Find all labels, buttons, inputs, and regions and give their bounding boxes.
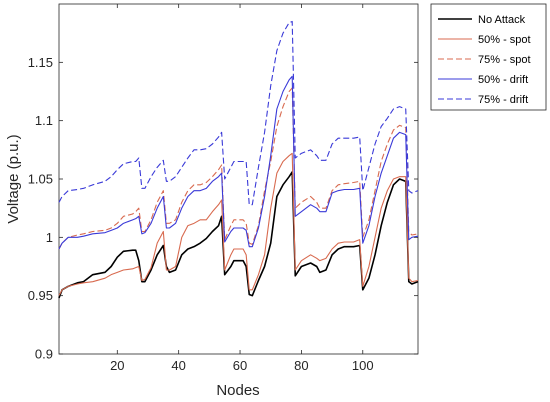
x-tick-label: 80 — [294, 358, 308, 373]
legend-label-75-drift: 75% - drift — [478, 94, 528, 106]
y-tick-label: 1.1 — [35, 113, 53, 128]
y-tick-label: 0.9 — [35, 347, 53, 362]
series-line-75-drift — [58, 20, 419, 206]
tick-layer: 20 40 60 80 100 0.9 0.95 1 1.05 1.1 1.15 — [28, 4, 418, 373]
legend-label-50-drift: 50% - drift — [478, 74, 528, 86]
series-line-50-drift — [58, 75, 419, 250]
legend-box — [430, 3, 547, 111]
x-axis-label: Nodes — [216, 382, 259, 399]
x-tick-label: 100 — [352, 358, 374, 373]
y-axis-label: Voltage (p.u.) — [5, 134, 22, 223]
legend-label-75-spot: 75% - spot — [478, 54, 531, 66]
y-tick-label: 1.15 — [28, 55, 53, 70]
y-tick-label: 0.95 — [28, 288, 53, 303]
y-tick-label: 1 — [46, 230, 53, 245]
series-line-50-spot — [58, 152, 419, 296]
legend-label-50-spot: 50% - spot — [478, 34, 531, 46]
series-line-75-spot — [58, 87, 419, 250]
x-tick-label: 20 — [110, 358, 124, 373]
series-layer — [58, 20, 419, 299]
x-tick-label: 40 — [171, 358, 185, 373]
plot-area-frame — [58, 3, 419, 355]
legend-label-no-attack: No Attack — [478, 14, 526, 26]
x-tick-label: 60 — [233, 358, 247, 373]
legend: No Attack 50% - spot 75% - spot 50% - drift… — [430, 3, 547, 111]
y-tick-label: 1.05 — [28, 172, 53, 187]
